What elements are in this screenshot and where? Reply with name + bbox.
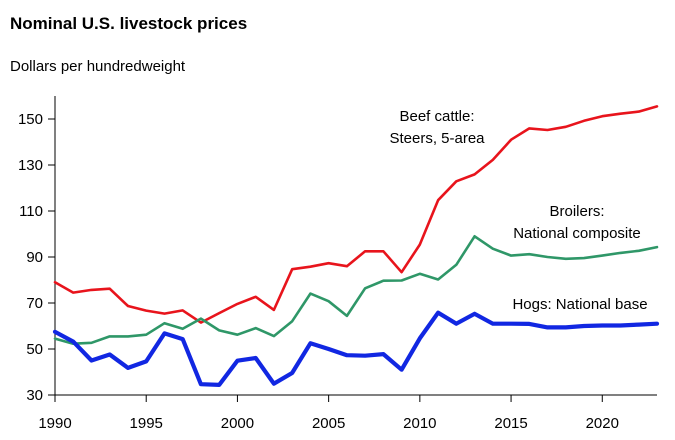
x-tick-label: 1990 xyxy=(38,415,71,432)
axes xyxy=(54,96,657,396)
y-tick-label: 30 xyxy=(26,387,43,404)
x-ticks: 1990 1995 2000 2005 2010 2015 2020 xyxy=(38,395,619,432)
y-tick-label: 90 xyxy=(26,249,43,266)
y-tick-label: 70 xyxy=(26,295,43,312)
series-line-hogs xyxy=(52,310,660,387)
series-labels: Beef cattle: Steers, 5-area Broilers: Natio… xyxy=(389,108,647,313)
series-label-beef-cattle: Steers, 5-area xyxy=(389,130,485,147)
y-axis-label: Dollars per hundredweight xyxy=(10,58,186,75)
y-tick-label: 130 xyxy=(18,157,43,174)
series-line-broilers xyxy=(53,235,659,346)
series-label-broilers: Broilers: xyxy=(549,203,604,220)
series-line-beef-cattle xyxy=(53,105,659,324)
y-ticks: 30 50 70 90 110 130 150 xyxy=(18,111,55,404)
x-tick-label: 2005 xyxy=(312,415,345,432)
series-lines xyxy=(52,105,660,387)
chart-title: Nominal U.S. livestock prices xyxy=(10,14,248,33)
y-tick-label: 110 xyxy=(19,203,43,220)
series-label-broilers: National composite xyxy=(513,225,641,242)
x-tick-label: 1995 xyxy=(130,415,163,432)
x-tick-label: 2020 xyxy=(586,415,619,432)
x-tick-label: 2000 xyxy=(221,415,254,432)
series-label-hogs: Hogs: National base xyxy=(512,296,647,313)
series-label-beef-cattle: Beef cattle: xyxy=(399,108,474,125)
y-tick-label: 150 xyxy=(18,111,43,128)
x-tick-label: 2010 xyxy=(403,415,436,432)
x-tick-label: 2015 xyxy=(494,415,527,432)
y-tick-label: 50 xyxy=(26,341,43,358)
